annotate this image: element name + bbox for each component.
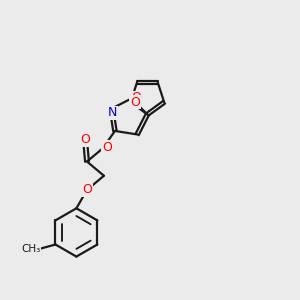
Text: O: O bbox=[131, 92, 141, 104]
Text: N: N bbox=[108, 106, 117, 119]
Text: O: O bbox=[130, 96, 140, 109]
Text: O: O bbox=[80, 133, 90, 146]
Text: O: O bbox=[82, 183, 92, 196]
Text: CH₃: CH₃ bbox=[21, 244, 41, 254]
Text: O: O bbox=[102, 141, 112, 154]
